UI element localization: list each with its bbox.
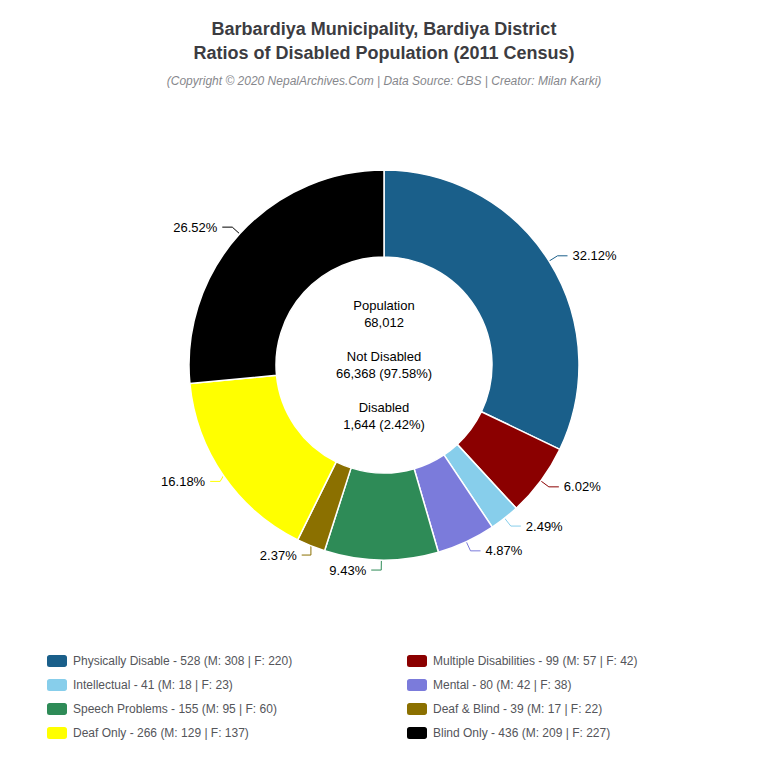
svg-text:Population: Population <box>353 298 414 313</box>
svg-text:68,012: 68,012 <box>364 315 404 330</box>
svg-text:1,644 (2.42%): 1,644 (2.42%) <box>343 417 425 432</box>
svg-text:66,368 (97.58%): 66,368 (97.58%) <box>336 366 432 381</box>
svg-text:(Copyright © 2020 NepalArchive: (Copyright © 2020 NepalArchives.Com | Da… <box>167 74 602 88</box>
svg-text:Barbardiya Municipality, Bardi: Barbardiya Municipality, Bardiya Distric… <box>212 19 557 39</box>
svg-text:2.49%: 2.49% <box>526 519 563 534</box>
svg-text:Blind Only - 436 (M: 209 | F:: Blind Only - 436 (M: 209 | F: 227) <box>433 726 610 740</box>
svg-text:Intellectual - 41 (M: 18 | F:: Intellectual - 41 (M: 18 | F: 23) <box>73 678 233 692</box>
svg-text:Not Disabled: Not Disabled <box>347 349 421 364</box>
svg-text:Physically Disable - 528 (M: 3: Physically Disable - 528 (M: 308 | F: 22… <box>73 654 292 668</box>
svg-text:Mental - 80 (M: 42 | F: 38): Mental - 80 (M: 42 | F: 38) <box>433 678 572 692</box>
svg-text:2.37%: 2.37% <box>260 548 297 563</box>
svg-text:Deaf Only - 266 (M: 129 | F: 1: Deaf Only - 266 (M: 129 | F: 137) <box>73 726 249 740</box>
svg-text:6.02%: 6.02% <box>564 479 601 494</box>
svg-text:16.18%: 16.18% <box>161 474 206 489</box>
svg-text:Disabled: Disabled <box>359 400 410 415</box>
svg-text:Multiple Disabilities - 99 (M:: Multiple Disabilities - 99 (M: 57 | F: 4… <box>433 654 638 668</box>
svg-text:9.43%: 9.43% <box>329 563 366 578</box>
svg-text:26.52%: 26.52% <box>173 220 218 235</box>
svg-text:32.12%: 32.12% <box>573 248 618 263</box>
svg-text:Ratios of Disabled Population: Ratios of Disabled Population (2011 Cens… <box>193 43 574 63</box>
svg-text:Deaf & Blind - 39 (M: 17 | F:: Deaf & Blind - 39 (M: 17 | F: 22) <box>433 702 602 716</box>
svg-text:4.87%: 4.87% <box>486 543 523 558</box>
svg-text:Speech Problems - 155 (M: 95 |: Speech Problems - 155 (M: 95 | F: 60) <box>73 702 277 716</box>
